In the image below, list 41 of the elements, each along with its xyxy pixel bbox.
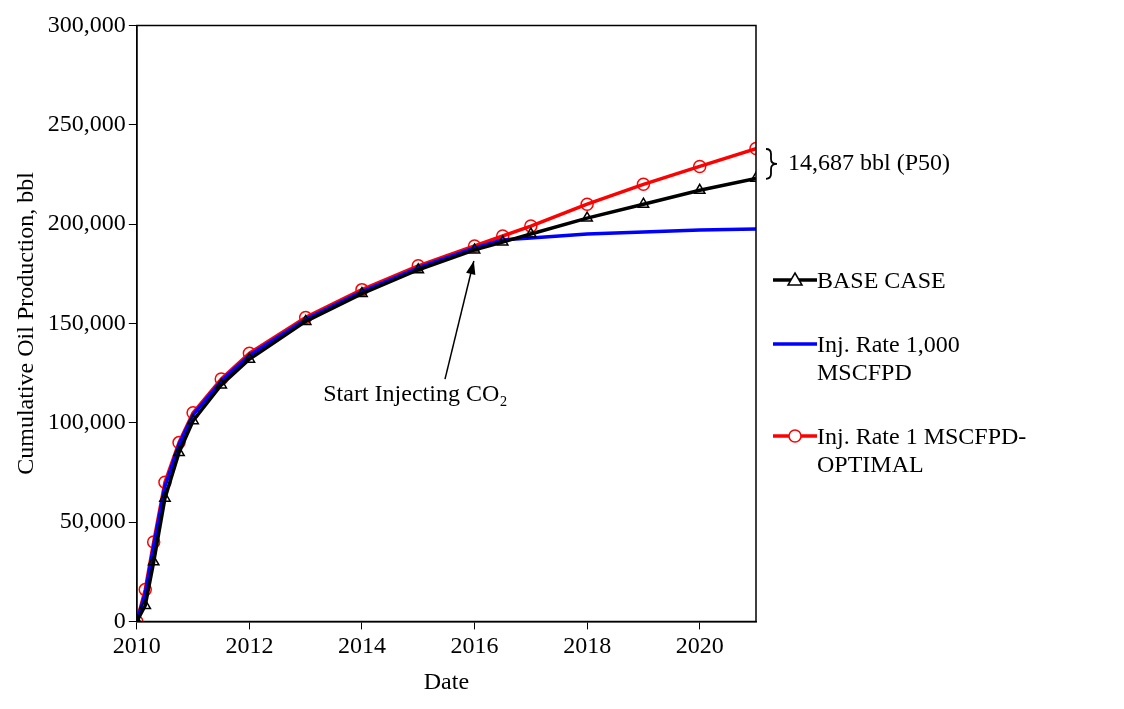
y-tick-label: 50,000 [59,507,126,534]
x-tick-label: 2020 [675,632,724,659]
text: 14,687 bbl (P50) [788,148,950,175]
annotation: Start Injecting CO₂ [323,380,508,407]
point [147,555,160,566]
y-tick-label: 250,000 [47,110,126,137]
point [693,183,706,195]
y-tick-label: 0 [113,606,126,633]
x-tick-label: 2016 [450,632,499,659]
y-tick-label: 150,000 [47,308,126,335]
y-tick-label: 100,000 [47,408,126,435]
y-tick-label: 200,000 [47,209,126,236]
x-axis-title: Date [423,667,470,694]
point [524,219,538,233]
point [412,263,425,274]
legend-label: Inj. Rate 1,000 MSCFPD [817,330,961,386]
point [636,177,651,192]
point [524,227,537,238]
point [356,286,368,298]
point [187,414,200,425]
point [692,159,707,174]
point [637,197,650,208]
legend-label: Inj. Rate 1 MSCFPD-OPTIMAL [817,422,1028,478]
y-axis-title: Cumulative Oil Production, bbl [11,171,38,475]
x-tick-label: 2012 [225,632,274,659]
x-tick-label: 2014 [337,632,386,659]
point [146,535,161,549]
point [580,197,594,211]
point [215,378,228,389]
x-tick-label: 2018 [563,632,612,659]
point [173,445,185,457]
point [159,491,171,502]
point [468,243,481,254]
legend-label: BASE CASE [817,266,947,294]
x-tick-label: 2010 [112,632,161,659]
point [496,235,509,246]
y-tick-label: 300,000 [47,10,126,37]
point [299,314,312,326]
point [139,598,152,610]
point [243,352,256,363]
point [581,211,594,222]
